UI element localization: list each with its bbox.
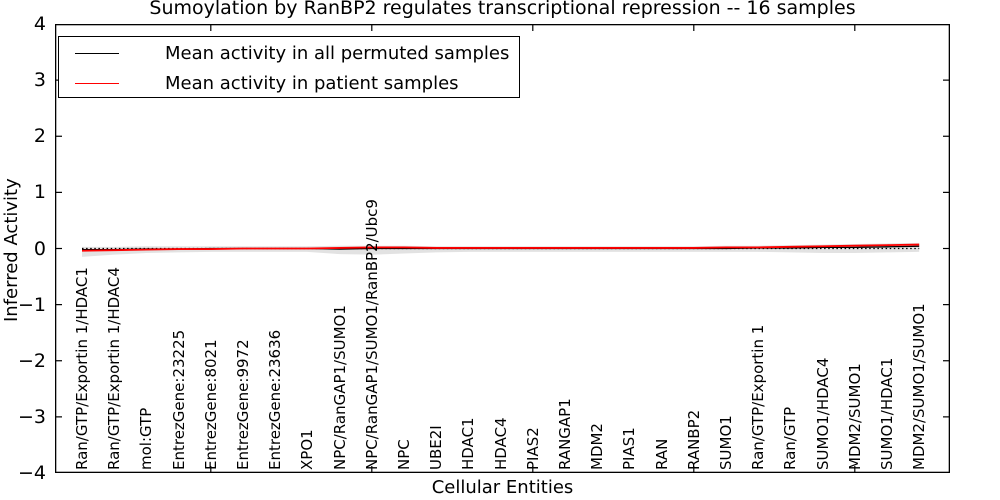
- y-tick-label: −4: [17, 462, 46, 484]
- y-tick-label: 0: [33, 237, 46, 260]
- x-tick-label: SUMO1: [717, 415, 735, 470]
- y-tick-label: −3: [17, 405, 46, 428]
- x-tick-label: MDM2/SUMO1: [845, 363, 864, 470]
- chart-title: Sumoylation by RanBP2 regulates transcri…: [149, 0, 856, 19]
- x-tick-label: NPC/RanGAP1/SUMO1/RanBP2/Ubc9: [362, 199, 381, 470]
- x-tick-label: Ran/GTP/Exportin 1: [749, 324, 768, 470]
- y-tick-label: 1: [33, 181, 46, 204]
- legend-label: Mean activity in patient samples: [165, 72, 459, 94]
- x-tick-label: EntrezGene:8021: [201, 339, 220, 470]
- x-tick-label: Ran/GTP: [781, 406, 800, 470]
- x-tick-label: SUMO1/HDAC1: [878, 357, 896, 470]
- legend-label: Mean activity in all permuted samples: [165, 42, 510, 64]
- x-tick-label: EntrezGene:23225: [169, 329, 188, 470]
- x-tick-label: SUMO1/HDAC4: [813, 357, 832, 470]
- x-tick-label: XPO1: [298, 429, 317, 470]
- x-tick-label: Ran/GTP/Exportin 1/HDAC4: [105, 267, 124, 470]
- x-tick-label: RANBP2: [684, 409, 703, 470]
- confidence-band: [82, 242, 920, 257]
- x-tick-label: NPC: [395, 439, 413, 470]
- x-tick-label: EntrezGene:23636: [266, 329, 285, 470]
- legend-item-permuted: Mean activity in all permuted samples: [59, 39, 519, 67]
- y-tick-label: 2: [33, 125, 46, 148]
- x-tick-label: EntrezGene:9972: [234, 339, 252, 470]
- y-tick-label: −1: [17, 293, 46, 316]
- x-tick-label: MDM2: [588, 423, 607, 470]
- x-tick-label: RANGAP1: [556, 398, 574, 470]
- legend-item-patient: Mean activity in patient samples: [59, 69, 519, 97]
- y-tick-label: 3: [33, 69, 46, 92]
- x-tick-label: Ran/GTP/Exportin 1/HDAC1: [73, 267, 91, 470]
- patient-line-swatch: [75, 82, 119, 84]
- x-axis-label: Cellular Entities: [431, 477, 574, 498]
- x-tick-label: HDAC1: [459, 417, 478, 470]
- x-tick-label: mol:GTP: [137, 407, 156, 470]
- y-tick-label: 4: [33, 13, 46, 35]
- x-tick-label: NPC/RanGAP1/SUMO1: [330, 305, 349, 470]
- x-tick-label: PIAS1: [620, 427, 639, 470]
- axes-frame: [55, 24, 950, 473]
- y-tick-label: −2: [17, 349, 46, 372]
- plot-area: Mean activity in all permuted samples Me…: [55, 24, 950, 473]
- x-tick-label: UBE2I: [427, 425, 446, 470]
- x-tick-label: MDM2/SUMO1/SUMO1: [910, 303, 929, 470]
- x-tick-label: HDAC4: [491, 417, 510, 470]
- x-tick-label: PIAS2: [523, 427, 542, 470]
- legend: Mean activity in all permuted samples Me…: [58, 36, 520, 98]
- permuted-line-swatch: [75, 52, 119, 54]
- plot-canvas: [55, 24, 950, 473]
- x-tick-label: RAN: [652, 438, 671, 470]
- patient-mean-line: [81, 243, 920, 252]
